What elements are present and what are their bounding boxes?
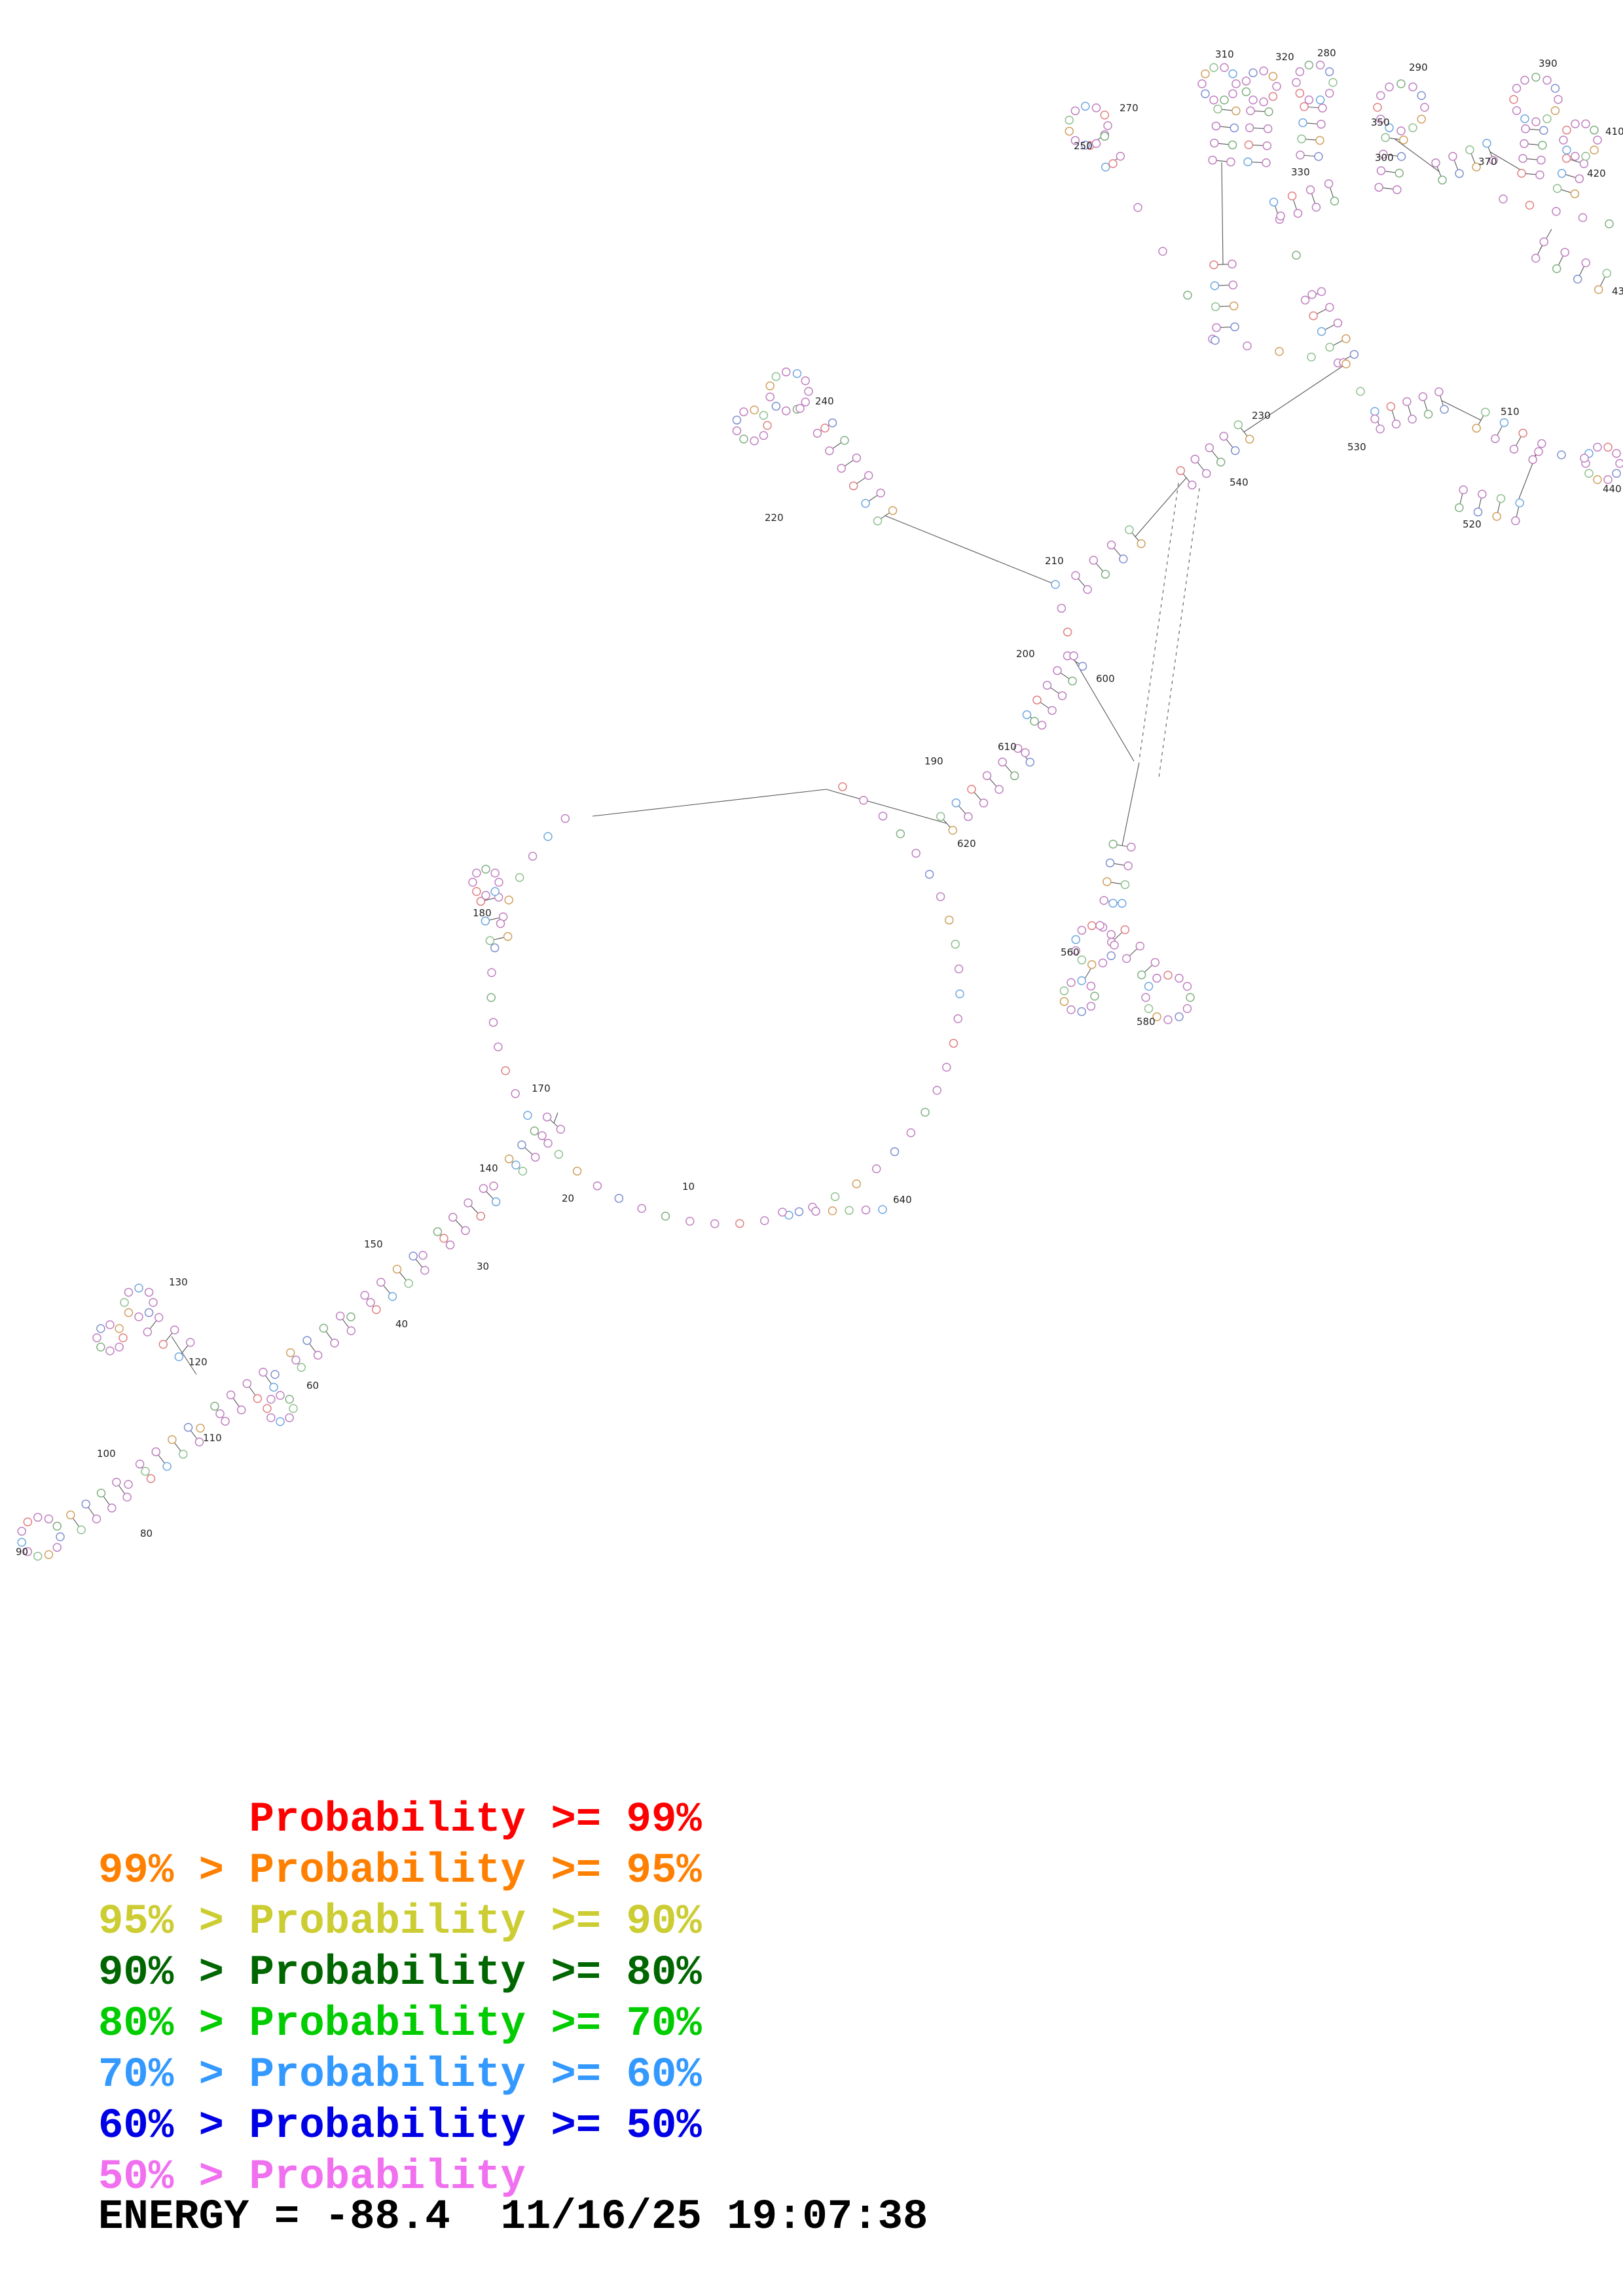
position-label: 310 [1215, 48, 1234, 60]
position-label: 10 [682, 1181, 695, 1193]
energy-line: ENERGY = -88.4 11/16/25 19:07:38 [98, 2194, 928, 2241]
position-label: 350 [1371, 117, 1390, 128]
position-label: 600 [1096, 673, 1115, 685]
legend-line: Probability >= 99% [98, 1797, 702, 1844]
position-label: 130 [169, 1276, 188, 1288]
legend-line: 60% > Probability >= 50% [98, 2103, 702, 2150]
position-label: 520 [1463, 518, 1482, 530]
position-label: 430 [1612, 285, 1623, 297]
position-label: 640 [893, 1194, 912, 1206]
position-label: 20 [562, 1193, 574, 1204]
position-label: 290 [1409, 62, 1428, 73]
position-label: 510 [1501, 406, 1520, 418]
position-label: 170 [532, 1083, 551, 1094]
position-label: 80 [140, 1528, 153, 1539]
legend-line: 70% > Probability >= 60% [98, 2052, 702, 2099]
position-label: 120 [189, 1356, 208, 1368]
position-label: 270 [1120, 102, 1139, 114]
position-label: 140 [479, 1162, 498, 1174]
position-label: 220 [765, 512, 784, 524]
position-label: 90 [16, 1546, 28, 1558]
legend-line: 90% > Probability >= 80% [98, 1950, 702, 1997]
probability-legend: Probability >= 99% 99% > Probability >= 9… [98, 1795, 702, 2203]
position-label: 330 [1291, 166, 1310, 178]
position-label: 200 [1016, 648, 1035, 660]
position-label: 150 [364, 1238, 383, 1250]
position-label: 60 [306, 1380, 319, 1391]
position-label: 320 [1275, 51, 1294, 63]
position-label: 410 [1605, 126, 1623, 137]
position-label: 560 [1061, 946, 1080, 958]
position-label: 180 [473, 907, 492, 919]
position-label: 620 [957, 838, 976, 850]
position-label: 110 [203, 1432, 222, 1444]
position-label: 240 [815, 395, 834, 407]
position-label: 30 [477, 1261, 489, 1272]
position-label: 390 [1539, 58, 1558, 69]
position-label: 420 [1587, 168, 1606, 179]
position-label: 370 [1478, 156, 1497, 168]
position-label: 610 [998, 741, 1017, 753]
legend-line: 99% > Probability >= 95% [98, 1848, 702, 1895]
position-label: 210 [1045, 555, 1064, 567]
position-label: 530 [1347, 441, 1366, 453]
position-label: 40 [395, 1318, 408, 1330]
position-label: 230 [1252, 410, 1271, 422]
position-label: 300 [1375, 152, 1394, 164]
legend-line: 80% > Probability >= 70% [98, 2001, 702, 2048]
position-label: 280 [1317, 47, 1336, 59]
legend-line: 50% > Probability [98, 2154, 526, 2201]
position-label: 250 [1074, 140, 1093, 152]
position-label: 190 [924, 755, 943, 767]
position-label: 440 [1603, 483, 1622, 495]
legend-line: 95% > Probability >= 90% [98, 1899, 702, 1946]
position-label: 580 [1137, 1016, 1156, 1028]
position-label: 540 [1230, 476, 1249, 488]
position-label: 100 [97, 1448, 116, 1460]
